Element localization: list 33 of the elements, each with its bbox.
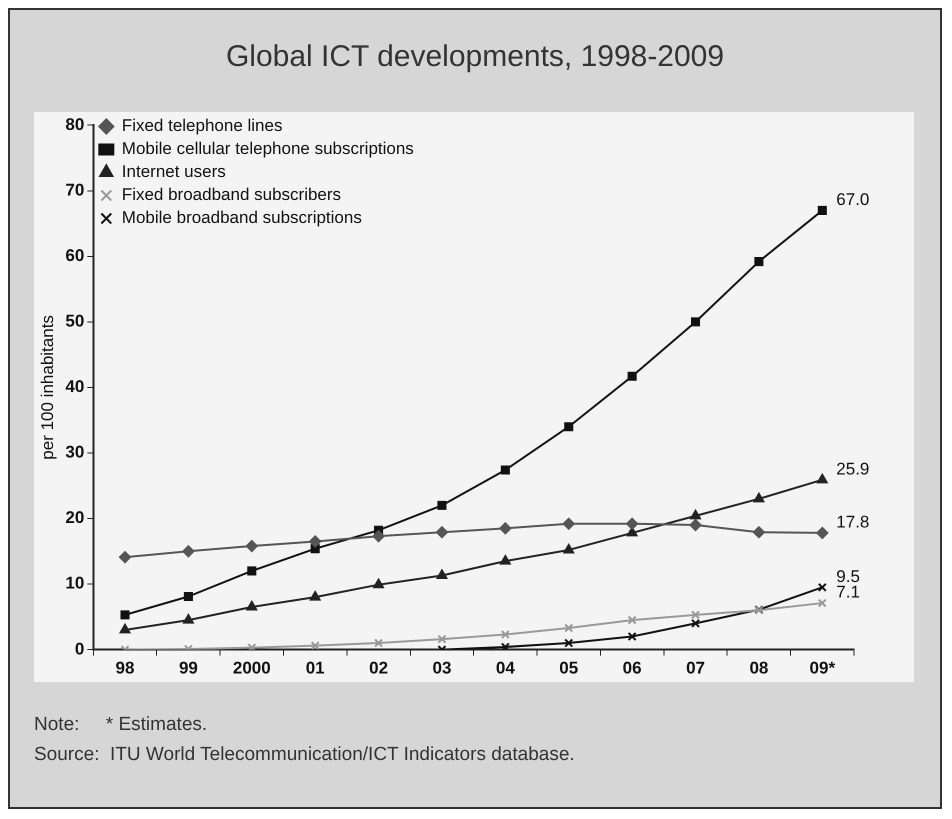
- x-tick-label: 08: [749, 658, 768, 678]
- data-label: 25.9: [836, 460, 870, 479]
- text: Note: * Estimates.: [34, 713, 208, 737]
- y-tick-label: 60: [65, 246, 84, 265]
- y-tick-label: 50: [65, 312, 84, 331]
- x-tick-label: 09*: [810, 658, 836, 678]
- y-tick-label: 0: [74, 639, 84, 658]
- source-note: Source: ITU World Telecommunication/ICT Indicators database.: [34, 743, 575, 767]
- y-tick-label: 80: [65, 114, 84, 134]
- legend-label: Fixed broadband subscribers: [122, 185, 342, 204]
- x-tick-label: 03: [432, 658, 452, 678]
- x-tick-label: 06: [622, 658, 642, 678]
- chart-title: Global ICT developments, 1998-2009: [224, 39, 726, 75]
- x-tick-label: 99: [178, 658, 198, 678]
- legend-label: Internet users: [122, 162, 226, 182]
- y-axis-title: per 100 inhabitants: [38, 315, 57, 460]
- x-tick-label: 05: [559, 658, 578, 678]
- x-tick-label: 2000: [232, 658, 271, 678]
- y-tick-label: 40: [65, 377, 84, 396]
- data-label: 67.0: [836, 190, 870, 210]
- legend-label: Mobile cellular telephone subscriptions: [122, 139, 414, 158]
- y-tick-label: 20: [65, 508, 84, 528]
- x-tick-label: 01: [306, 658, 325, 678]
- legend-label: Mobile broadband subscriptions: [122, 208, 362, 228]
- data-label: 17.8: [836, 512, 870, 532]
- x-tick-label: 98: [116, 658, 134, 678]
- y-tick-label: 10: [65, 574, 84, 593]
- y-tick-label: 70: [65, 180, 84, 200]
- y-tick-label: 30: [65, 442, 84, 462]
- legend-label: Fixed telephone lines: [122, 116, 282, 136]
- x-tick-label: 02: [369, 658, 388, 678]
- x-tick-label: 04: [496, 658, 516, 678]
- x-tick-label: 07: [686, 658, 705, 678]
